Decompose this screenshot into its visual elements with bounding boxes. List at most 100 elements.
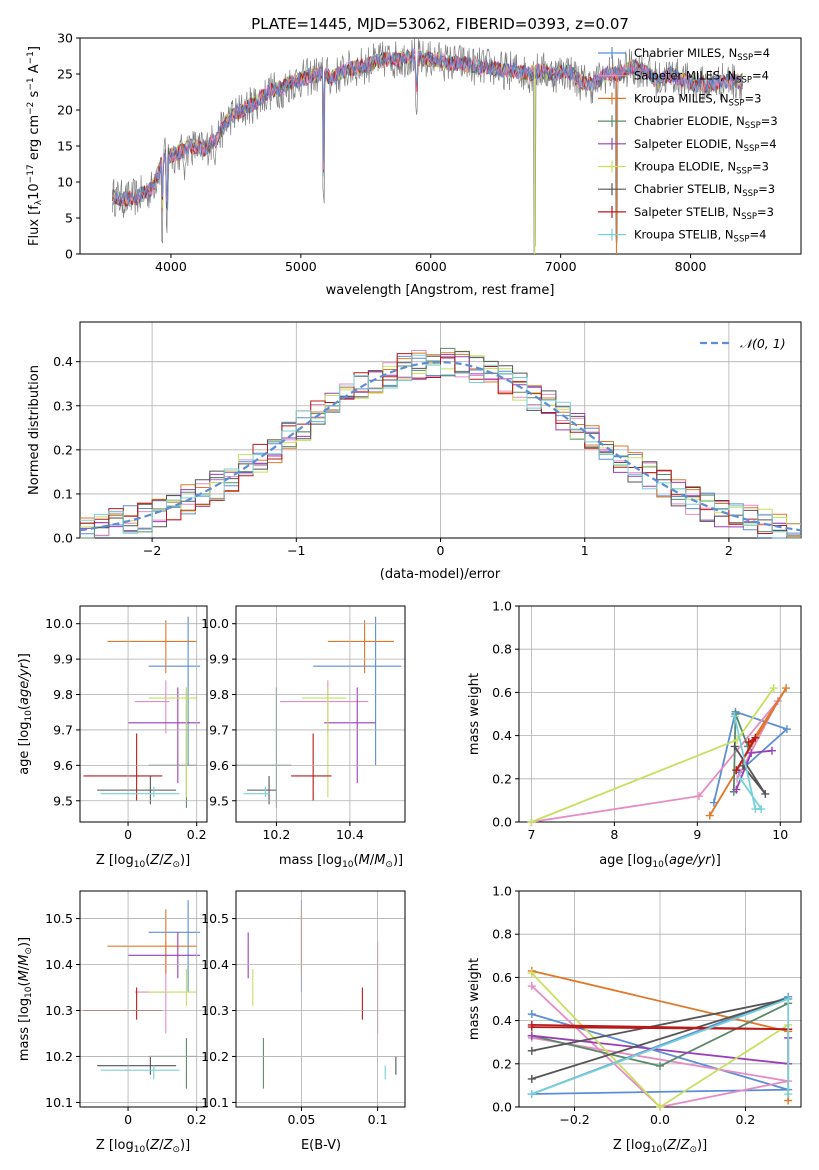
y-tick-label: 1.0 xyxy=(492,884,512,899)
y-tick-label: 25 xyxy=(57,67,73,82)
y-axis-label-part: 10 xyxy=(24,710,34,722)
y-tick-label: 9.5 xyxy=(209,793,229,808)
x-axis-label: Z [log10(Z/Z⊙)] xyxy=(96,853,190,870)
y-axis-label-part: ( xyxy=(17,705,32,710)
y-axis-label-text: age [log xyxy=(17,722,32,775)
x-axis-label-part: Z xyxy=(666,1138,677,1153)
weight-marker xyxy=(527,1046,536,1055)
y-axis-label: age [log10(age/yr)] xyxy=(17,653,34,775)
weight-marker xyxy=(767,746,776,755)
legend-label: Salpeter STELIB, NSSP=3 xyxy=(634,205,774,222)
spectrum-lines xyxy=(112,38,743,254)
x-axis-label-part: 10 xyxy=(652,860,664,870)
weight_vs_Z-lines xyxy=(527,966,793,1111)
x-axis-label-part: ⊙ xyxy=(172,1145,180,1155)
plot-frame xyxy=(235,605,406,823)
y-tick-label: 10.0 xyxy=(45,616,73,631)
x-tick-label: 7000 xyxy=(545,259,577,274)
y-tick-label: 0.3 xyxy=(53,398,73,413)
x-axis-label-part: ( xyxy=(662,1138,667,1153)
weight-marker xyxy=(694,792,703,801)
x-axis-label-part: Z xyxy=(163,853,174,868)
y-tick-label: 0.0 xyxy=(53,531,73,546)
x-tick-label: −0.2 xyxy=(559,1112,589,1127)
y-tick-label: 0.2 xyxy=(492,771,512,786)
x-axis-label-text: Z [log xyxy=(613,1138,651,1153)
x-axis-label-part: / xyxy=(159,853,164,868)
y-axis-label-part: −17 xyxy=(26,164,36,183)
y-tick-label: 0.0 xyxy=(492,815,512,830)
y-tick-label: 0 xyxy=(65,247,73,262)
weight-marker xyxy=(732,785,741,794)
weight-marker xyxy=(527,1090,536,1099)
y-axis-label-part: −2 xyxy=(26,102,36,115)
x-axis-label-part: ⊙ xyxy=(172,860,180,870)
x-axis-label-text: mass [log xyxy=(279,853,342,868)
y-axis-label: mass weight xyxy=(467,958,482,1040)
legend-label-text: Kroupa MILES, N xyxy=(634,91,729,105)
x-axis-label-part: / xyxy=(370,853,375,868)
legend-label: Kroupa ELODIE, NSSP=3 xyxy=(634,160,769,177)
x-tick-label: 5000 xyxy=(285,259,317,274)
x-tick-label: −2 xyxy=(143,543,161,558)
legend-label-text: Salpeter MILES, N xyxy=(634,69,736,83)
legend-sub: SSP xyxy=(734,235,750,245)
x-axis-label-text: Z [log xyxy=(96,1138,134,1153)
plot-frame xyxy=(79,321,802,539)
weight-marker xyxy=(527,818,536,826)
x-axis-label-part: Z xyxy=(680,1138,691,1153)
y-tick-label: 10.4 xyxy=(201,957,229,972)
y-tick-label: 0.8 xyxy=(492,642,512,657)
x-axis-label-part: )] xyxy=(711,853,721,868)
y-tick-label: 0.4 xyxy=(53,354,73,369)
figure-title: PLATE=1445, MJD=53062, FIBERID=0393, z=0… xyxy=(251,15,629,33)
weight-marker xyxy=(784,995,793,1003)
y-axis-label-part: ( xyxy=(17,981,32,986)
y-axis-label-part: / xyxy=(17,965,32,970)
y-tick-label: 0.2 xyxy=(492,1056,512,1071)
x-axis-label-part: ( xyxy=(145,1138,150,1153)
x-tick-label: 0.2 xyxy=(187,1112,207,1127)
y-tick-label: 0.1 xyxy=(53,486,73,501)
x-axis-label-part: )] xyxy=(180,853,190,868)
y-axis-label-part: −1 xyxy=(26,77,36,90)
legend-label: 𝒩(0, 1) xyxy=(740,336,786,351)
x-tick-label: 7 xyxy=(527,827,535,842)
legend-label-text: Kroupa ELODIE, N xyxy=(634,160,736,174)
weight-marker xyxy=(527,1074,536,1083)
x-axis-label-part: )] xyxy=(697,1138,707,1153)
x-axis-label-part: 10 xyxy=(651,1145,663,1155)
legend-label-text: Salpeter ELODIE, N xyxy=(634,137,744,151)
legend-count: =4 xyxy=(753,46,770,60)
y-axis-label-text: mass [log xyxy=(17,998,32,1061)
legend-count: =4 xyxy=(760,137,777,151)
x-tick-label: 8 xyxy=(610,827,618,842)
y-tick-label: 9.8 xyxy=(209,687,229,702)
legend-sub: SSP xyxy=(741,212,757,222)
chart-layer: 4000 5000 6000 7000 8000051015202530Chabrier… xyxy=(17,31,802,1155)
y-tick-label: 9.6 xyxy=(53,758,73,773)
plot-frame xyxy=(79,605,208,823)
x-axis-label-part: 10 xyxy=(342,860,354,870)
weight_vs_age-axes: 7 8 9 10 0.0 0.2 0.4 0.6 0.8 1.0 xyxy=(492,599,802,842)
x-tick-label: 10.2 xyxy=(262,827,290,842)
legend-label-text: Kroupa STELIB, N xyxy=(634,228,734,242)
y-tick-label: 10.1 xyxy=(45,1095,73,1110)
weight-marker xyxy=(747,748,756,757)
x-axis-label-part: ( xyxy=(664,853,669,868)
residual_histogram-axes: −2 −1 0 1 2 0.0 0.1 0.2 0.3 0.4 xyxy=(53,321,802,558)
x-tick-label: 0.2 xyxy=(736,1112,756,1127)
legend-count: =3 xyxy=(758,182,775,196)
age_vs_mass-error-crosses xyxy=(236,616,402,808)
y-tick-label: 10.5 xyxy=(201,911,229,926)
histograms xyxy=(79,347,802,539)
legend-sub: SSP xyxy=(745,121,761,131)
x-axis-label: (data-model)/error xyxy=(380,567,501,582)
x-tick-label: 1 xyxy=(581,543,589,558)
y-tick-label: 15 xyxy=(57,139,73,154)
y-axis-label: mass weight xyxy=(467,673,482,755)
x-axis-label-part: ( xyxy=(354,853,359,868)
y-tick-label: 0.6 xyxy=(492,685,512,700)
x-tick-label: 8000 xyxy=(675,259,707,274)
